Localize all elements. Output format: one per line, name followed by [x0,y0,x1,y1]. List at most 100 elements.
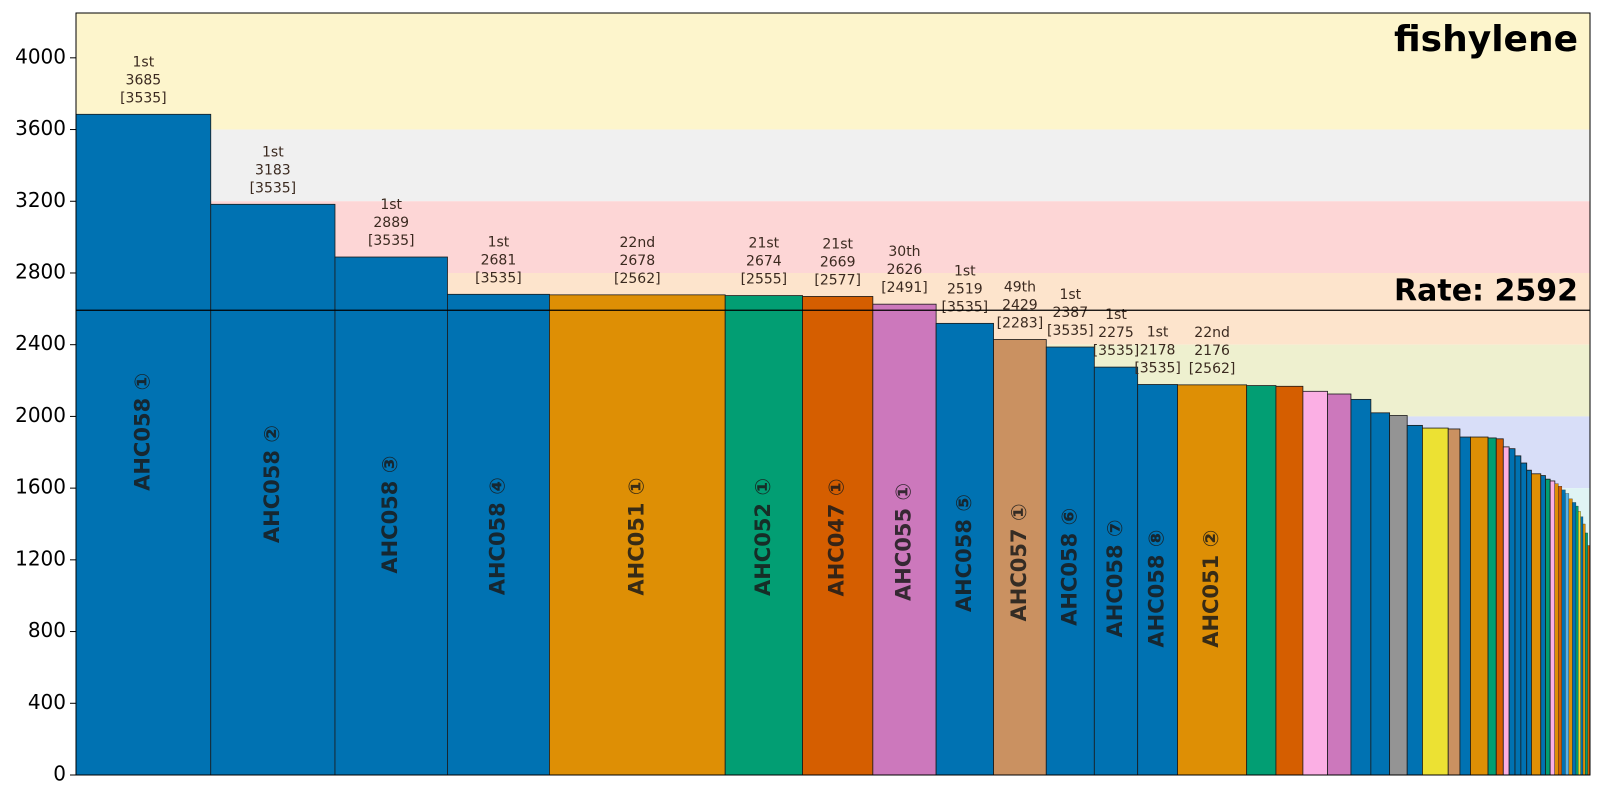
bar-annotation: [3535] [1134,360,1181,376]
bar-annotation: 2519 [947,281,983,297]
bar [1045,346,1095,776]
bar-label: AHC055 ① [891,483,915,601]
bar-annotation: 2387 [1052,305,1088,321]
bar-annotation: 1st [488,234,510,250]
bars [75,113,1591,776]
rate-label: Rate: 2592 [1394,273,1578,308]
y-tick-label: 1600 [15,475,66,499]
bar [1327,393,1352,776]
y-tick-label: 2000 [15,403,66,427]
bar-label: AHC051 ① [624,477,648,595]
bar-annotation: 2889 [373,215,409,231]
bar-annotation: 2678 [619,253,655,269]
bar [1565,493,1570,776]
bar [1406,424,1423,776]
bar-annotation: 1st [380,197,402,213]
bar-annotation: 1st [1105,307,1127,323]
plot-frame [75,12,1591,776]
bar [1531,473,1542,776]
bar-label: AHC047 ① [825,478,849,596]
bar [1137,384,1178,776]
bar-label: AHC057 ① [1007,503,1031,621]
y-tick-label: 3600 [15,116,66,140]
bar-annotation: 49th [1004,279,1036,295]
bar-label: AHC058 ③ [378,455,402,573]
bar-label: AHC051 ② [1199,530,1223,648]
bar-annotation: [3535] [1093,343,1140,359]
bar [1459,436,1471,776]
bar-annotation: [2562] [1189,361,1236,377]
bar [1585,532,1588,776]
bar [1487,437,1497,776]
bar-label: AHC058 ④ [485,477,509,595]
bar-annotation: 22nd [620,235,656,251]
bar-annotation: [2491] [881,280,928,296]
y-tick-label: 3200 [15,188,66,212]
bar-annotation: 3685 [126,72,162,88]
bar-annotation: 1st [1059,287,1081,303]
bar-annotation: 1st [954,263,976,279]
bar [75,113,212,776]
bar [1502,446,1510,776]
bar [447,293,550,776]
bar [1470,436,1489,776]
bar-label: AHC058 ⑧ [1145,529,1169,647]
bar [1508,448,1516,776]
bar-annotation: [2577] [814,272,861,288]
bar [1093,366,1139,776]
bar-annotation: 1st [1147,324,1169,340]
bar [1246,385,1277,776]
y-tick-label: 1200 [15,546,66,570]
bar [1549,480,1556,776]
bar-annotation: 22nd [1194,325,1230,341]
chart-title: fishylene [1394,19,1578,60]
bar-annotation: [2562] [614,271,661,287]
bar [724,295,803,776]
bar [1275,385,1304,776]
y-tick-label: 800 [28,618,66,642]
bar-annotation: [3535] [368,233,415,249]
bar [1514,455,1522,776]
bar [1526,469,1532,776]
bar-annotation: [3535] [120,90,167,106]
bar [1350,398,1372,776]
bar-label: AHC058 ⑥ [1057,508,1081,626]
bar [802,296,874,776]
y-axis: 0 400 800 1200 1600 2000 2400 2800 3200 3600 4000 [15,44,76,786]
bar [1582,523,1586,776]
bar-label: AHC058 ⑦ [1103,519,1127,637]
bar-annotation: 2178 [1140,342,1176,358]
y-tick-label: 400 [28,690,66,714]
bar [993,339,1047,776]
bar [1422,427,1449,776]
bar-annotation: 1st [133,54,155,70]
bar [1578,511,1581,776]
background-band [76,13,1590,130]
bar [1540,475,1546,776]
bar-label: AHC052 ① [751,478,775,596]
bar [1370,412,1391,776]
bar-label: AHC058 ⑤ [952,494,976,612]
bar-annotations: 1st 3685 [3535] 1st 3183 [3535] 1st 2889 [3535] 1… [120,54,1235,377]
bar-annotation: 2429 [1002,297,1038,313]
bar-annotation: [3535] [942,299,989,315]
bar [872,303,937,776]
bar [1575,505,1579,776]
bar [1554,483,1559,776]
bar [1520,462,1528,776]
y-tick-label: 2800 [15,259,66,283]
bar-annotation: 2626 [887,262,923,278]
bar-annotation: [2555] [741,272,788,288]
bar [1561,489,1566,776]
bar-annotation: 30th [888,244,920,260]
bar-labels: AHC058 ① AHC058 ② AHC058 ③ AHC058 ④ AHC051 ①… [130,373,1223,648]
bar [1545,478,1551,776]
bar [1572,502,1577,776]
bar-annotation: 21st [749,236,780,252]
bar [1177,384,1248,776]
y-tick-label: 2400 [15,331,66,355]
bar [1302,390,1328,776]
y-tick-label: 0 [53,762,66,786]
bar-annotation: [2283] [997,315,1044,331]
